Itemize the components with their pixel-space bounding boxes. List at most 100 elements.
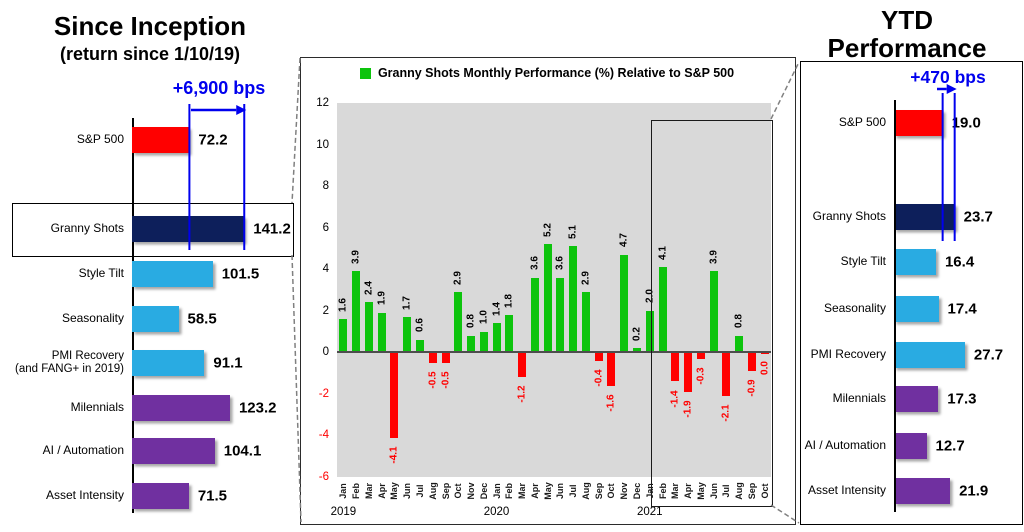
- category-label-seasonality: Seasonality: [823, 301, 886, 316]
- value-label: 72.2: [198, 131, 228, 149]
- monthly-bar-value: -4.1: [388, 446, 400, 464]
- monthly-bar: [377, 312, 386, 353]
- monthly-bar: [428, 352, 437, 363]
- monthly-bar-value: 5.2: [542, 222, 554, 237]
- category-label-granny-shots: Granny Shots: [50, 221, 124, 236]
- bar: [132, 216, 245, 242]
- monthly-bar-value: 1.9: [376, 291, 388, 306]
- monthly-bar: [594, 352, 603, 361]
- month-label: Nov: [619, 482, 630, 500]
- month-label: Jul: [568, 484, 579, 498]
- category-label-s-p-500: S&P 500: [76, 132, 124, 147]
- monthly-bar-value: 5.1: [567, 225, 579, 239]
- month-label: Oct: [453, 483, 464, 499]
- ytd-bps-annotation: +470 bps: [910, 67, 986, 87]
- bar: [894, 386, 939, 412]
- monthly-bar: [441, 352, 450, 363]
- month-label: Dec: [631, 482, 642, 500]
- monthly-bar: [505, 314, 514, 353]
- monthly-bar: [454, 292, 463, 353]
- value-label: 17.3: [947, 390, 977, 408]
- category-label-granny-shots: Granny Shots: [812, 209, 886, 224]
- monthly-bar: [747, 352, 756, 372]
- granny-shots-highlight-box: [12, 203, 294, 257]
- ytd-performance-panel: YTD Performance S&P 500 19.0 Granny Shots 2…: [790, 0, 1024, 532]
- month-label: May: [389, 482, 400, 500]
- month-label: Nov: [466, 482, 477, 500]
- monthly-bar-value: 0.2: [631, 326, 643, 341]
- y-tick-label: 8: [322, 180, 329, 193]
- category-label-ai-automation: AI / Automation: [42, 443, 124, 458]
- value-label: 123.2: [238, 399, 277, 417]
- category-label-milennials: Milennials: [70, 400, 124, 415]
- monthly-bar: [390, 352, 399, 438]
- bar: [894, 433, 927, 459]
- ytd-2021-highlight-box: [651, 120, 773, 507]
- monthly-bar: [722, 352, 731, 396]
- monthly-bar-value: 0.6: [414, 318, 426, 333]
- category-label-style-tilt: Style Tilt: [840, 254, 886, 269]
- bar: [132, 395, 230, 421]
- monthly-bar: [696, 352, 705, 359]
- y-tick-label: 2: [322, 304, 329, 317]
- bar: [894, 249, 936, 275]
- monthly-bar: [658, 267, 667, 353]
- since-inception-bps-annotation: +6,900 bps: [172, 78, 266, 98]
- bar: [132, 261, 213, 287]
- monthly-bar-value: 1.4: [491, 301, 503, 316]
- month-label: Sep: [440, 482, 451, 500]
- value-label: 91.1: [213, 354, 243, 372]
- monthly-bar-value: 4.7: [618, 233, 630, 248]
- monthly-bar-value: 2.9: [580, 270, 592, 285]
- month-label: Oct: [606, 483, 617, 499]
- year-label: 2019: [330, 506, 357, 518]
- y-tick-label: 10: [316, 138, 329, 151]
- monthly-bar-value: 1.0: [478, 310, 490, 325]
- month-label: Feb: [504, 482, 515, 500]
- monthly-bar: [352, 271, 361, 353]
- value-label: 27.7: [973, 346, 1004, 364]
- bar: [894, 110, 943, 136]
- bar: [132, 483, 189, 509]
- monthly-bar: [632, 348, 641, 353]
- monthly-bar: [556, 277, 565, 353]
- month-label: Dec: [478, 482, 489, 500]
- monthly-bar-value: -1.6: [605, 394, 617, 412]
- value-label: 12.7: [935, 437, 965, 455]
- bar: [894, 342, 965, 368]
- bar: [894, 478, 951, 504]
- legend-label: Granny Shots Monthly Performance (%) Rel…: [377, 66, 735, 80]
- month-label: Jan: [338, 483, 349, 499]
- value-label: 21.9: [959, 482, 989, 500]
- monthly-bar-value: 1.7: [401, 295, 413, 310]
- value-label: 23.7: [963, 208, 993, 226]
- year-label: 2021: [636, 506, 663, 518]
- y-tick-label: 0: [322, 346, 329, 359]
- monthly-chart-plot-area: [337, 103, 771, 477]
- monthly-bar-value: -0.5: [427, 371, 439, 389]
- category-label-seasonality: Seasonality: [61, 311, 124, 326]
- value-label: 17.4: [947, 300, 977, 318]
- value-label: 71.5: [197, 487, 228, 505]
- month-label: Jun: [555, 482, 566, 500]
- monthly-bar: [671, 352, 680, 382]
- year-label: 2020: [483, 506, 510, 518]
- value-label: 58.5: [187, 310, 217, 328]
- since-inception-title: Since Inception: [53, 11, 247, 41]
- bar: [132, 127, 190, 153]
- category-label-s-p-500: S&P 500: [838, 115, 886, 130]
- monthly-bar-value: 1.6: [337, 297, 349, 312]
- category-label-pmi-recovery: PMI Recovery (and FANG+ in 2019): [15, 349, 124, 375]
- month-label: Aug: [580, 482, 591, 500]
- monthly-bar-value: 3.9: [350, 249, 362, 264]
- bar: [132, 350, 205, 376]
- month-label: Jul: [414, 484, 425, 498]
- monthly-bar: [467, 335, 476, 353]
- y-tick-label: -2: [318, 387, 329, 400]
- month-label: Aug: [427, 482, 438, 500]
- chart-legend: Granny Shots Monthly Performance (%) Rel…: [300, 66, 794, 80]
- monthly-bar: [543, 244, 552, 353]
- monthly-bar: [709, 271, 718, 353]
- ytd-panel-box: [800, 61, 1023, 525]
